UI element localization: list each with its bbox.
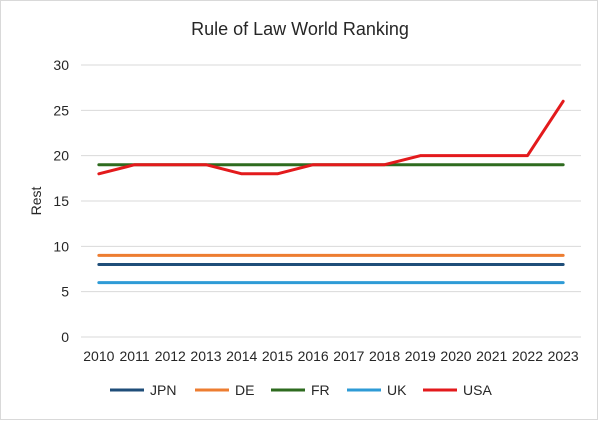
x-tick-label: 2023 <box>548 348 579 364</box>
y-tick-label: 20 <box>53 148 69 164</box>
x-tick-label: 2011 <box>120 348 150 364</box>
legend-label: UK <box>387 382 407 398</box>
x-tick-label: 2019 <box>405 348 436 364</box>
series-line-usa <box>97 99 565 176</box>
x-tick-label: 2018 <box>369 348 400 364</box>
legend-item-usa: USA <box>423 382 492 398</box>
x-tick-label: 2021 <box>476 348 507 364</box>
gridlines <box>81 64 581 338</box>
legend-item-jpn: JPN <box>110 382 176 398</box>
y-axis-ticks: 0 5 10 15 20 25 30 <box>53 57 69 345</box>
y-tick-label: 5 <box>61 284 69 300</box>
series-lines <box>97 99 565 285</box>
y-tick-label: 15 <box>53 193 69 209</box>
x-tick-label: 2017 <box>333 348 364 364</box>
x-tick-label: 2013 <box>190 348 221 364</box>
y-tick-label: 10 <box>53 238 69 254</box>
x-tick-label: 2020 <box>440 348 471 364</box>
legend: JPN DE FR UK USA <box>110 382 492 398</box>
legend-label: USA <box>463 382 492 398</box>
legend-label: FR <box>311 382 330 398</box>
y-tick-label: 25 <box>53 102 69 118</box>
chart-title: Rule of Law World Ranking <box>191 19 409 39</box>
legend-item-de: DE <box>195 382 254 398</box>
x-tick-label: 2010 <box>83 348 114 364</box>
y-tick-label: 0 <box>61 329 69 345</box>
x-tick-label: 2015 <box>262 348 293 364</box>
x-tick-label: 2016 <box>298 348 329 364</box>
x-tick-label: 2014 <box>226 348 257 364</box>
y-tick-label: 30 <box>53 57 69 73</box>
y-axis-label: Rest <box>28 187 44 216</box>
legend-item-fr: FR <box>271 382 330 398</box>
legend-item-uk: UK <box>347 382 407 398</box>
x-tick-label: 2022 <box>512 348 543 364</box>
x-axis-ticks: 2010 2011 2012 2013 2014 2015 2016 2017 2018 2019… <box>83 348 579 364</box>
x-tick-label: 2012 <box>155 348 186 364</box>
legend-label: JPN <box>150 382 176 398</box>
legend-label: DE <box>235 382 254 398</box>
